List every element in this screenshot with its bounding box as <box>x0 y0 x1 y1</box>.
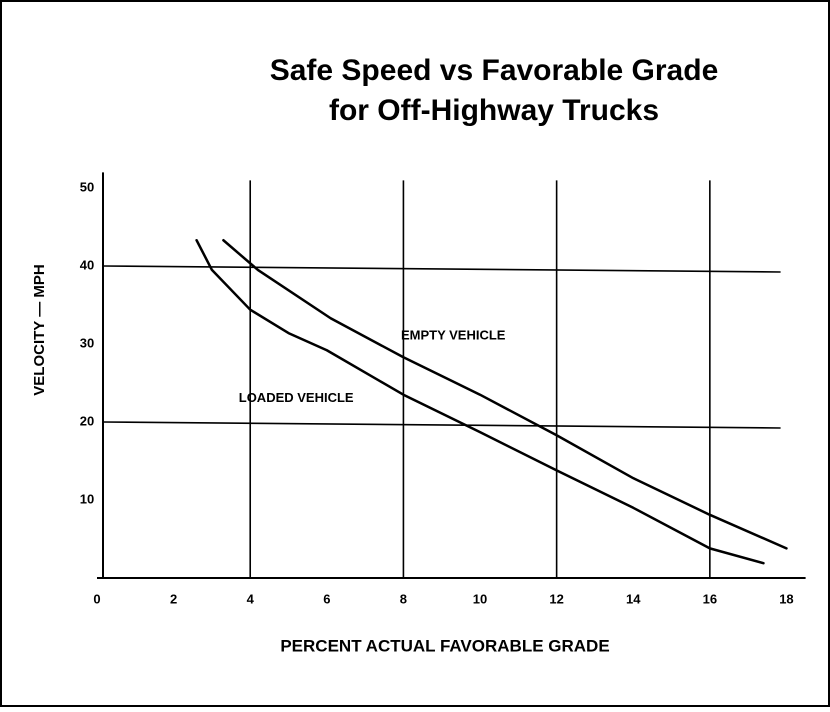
y-axis-label: VELOCITY — MPH <box>31 264 48 395</box>
x-tick-label: 0 <box>93 591 100 606</box>
y-tick-label: 20 <box>80 413 94 428</box>
title-line: Safe Speed vs Favorable Grade <box>270 54 719 87</box>
title-line: for Off-Highway Trucks <box>329 94 659 127</box>
grid-line <box>102 421 781 429</box>
grid-line <box>102 265 781 273</box>
y-tick-label: 10 <box>80 491 94 506</box>
annotation: LOADED VEHICLE <box>239 390 354 405</box>
x-tick-label: 12 <box>549 591 563 606</box>
x-tick-label: 8 <box>400 591 407 606</box>
x-tick-label: 16 <box>703 591 717 606</box>
x-tick-label: 14 <box>626 591 641 606</box>
y-tick-label: 30 <box>80 335 94 350</box>
x-tick-label: 10 <box>473 591 487 606</box>
y-tick-label: 50 <box>80 179 94 194</box>
x-tick-label: 2 <box>170 591 177 606</box>
x-axis-label: PERCENT ACTUAL FAVORABLE GRADE <box>280 636 609 655</box>
x-tick-label: 18 <box>779 591 793 606</box>
series-line <box>222 239 788 550</box>
series-line <box>195 239 765 565</box>
x-tick-label: 4 <box>247 591 255 606</box>
x-tick-label: 6 <box>323 591 330 606</box>
annotation: EMPTY VEHICLE <box>401 328 506 343</box>
y-tick-label: 40 <box>80 257 94 272</box>
